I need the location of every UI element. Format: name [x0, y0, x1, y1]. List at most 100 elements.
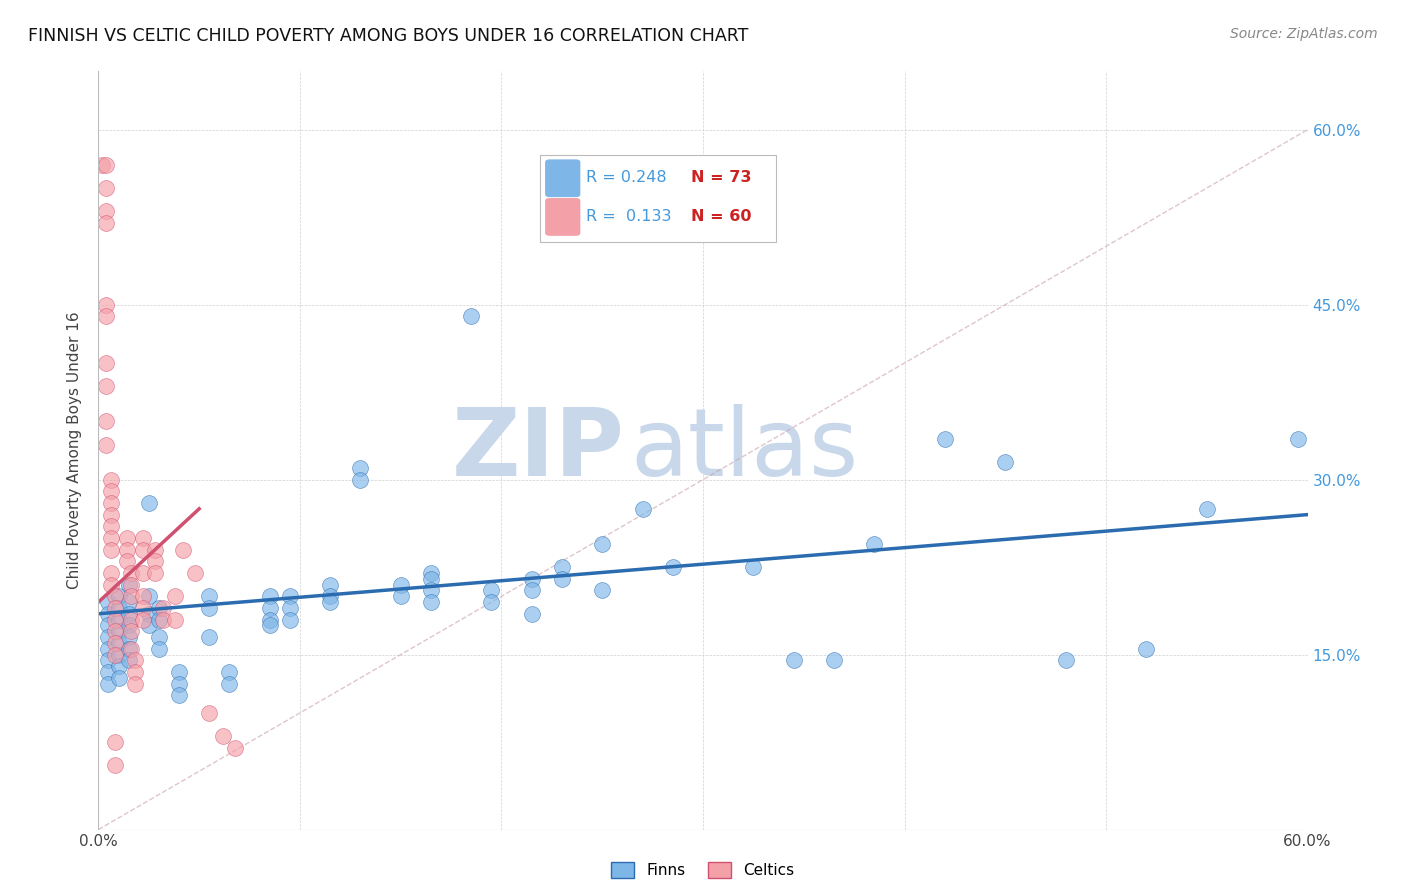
Point — [97, 641, 120, 656]
Point — [118, 607, 141, 621]
Point — [138, 618, 160, 632]
Point — [118, 653, 141, 667]
Point — [124, 665, 146, 679]
FancyBboxPatch shape — [546, 160, 579, 196]
Point — [103, 648, 125, 662]
Point — [319, 589, 342, 603]
Point — [631, 501, 654, 516]
Point — [103, 735, 125, 749]
Point — [97, 665, 120, 679]
Point — [278, 601, 301, 615]
Point — [934, 432, 956, 446]
Point — [319, 577, 342, 591]
Point — [198, 706, 221, 720]
Point — [107, 589, 129, 603]
Point — [460, 310, 482, 324]
Point — [389, 589, 412, 603]
Point — [97, 607, 120, 621]
Point — [349, 473, 371, 487]
Point — [120, 641, 142, 656]
Point — [97, 630, 120, 644]
Text: N = 73: N = 73 — [690, 170, 751, 185]
Point — [107, 659, 129, 673]
Point — [591, 583, 613, 598]
Point — [148, 601, 170, 615]
Point — [103, 613, 125, 627]
Point — [96, 298, 118, 312]
Point — [96, 356, 118, 370]
Point — [96, 414, 118, 428]
Point — [172, 542, 194, 557]
Point — [278, 589, 301, 603]
Point — [107, 648, 129, 662]
Point — [1054, 653, 1077, 667]
Point — [143, 554, 166, 568]
Point — [107, 671, 129, 685]
Point — [96, 204, 118, 219]
Point — [481, 583, 503, 598]
Point — [163, 589, 186, 603]
Point — [107, 636, 129, 650]
Point — [115, 531, 138, 545]
Point — [148, 630, 170, 644]
Point — [167, 677, 190, 691]
Point — [120, 566, 142, 580]
Point — [91, 158, 114, 172]
Point — [132, 542, 155, 557]
Point — [420, 595, 443, 609]
Point — [132, 589, 155, 603]
Legend: Finns, Celtics: Finns, Celtics — [607, 857, 799, 882]
Point — [167, 665, 190, 679]
Point — [184, 566, 207, 580]
Point — [132, 601, 155, 615]
Point — [823, 653, 845, 667]
Point — [100, 484, 122, 499]
Point — [100, 566, 122, 580]
Point — [742, 560, 765, 574]
Point — [100, 508, 122, 522]
Text: R =  0.133: R = 0.133 — [586, 210, 671, 225]
Text: N = 60: N = 60 — [690, 210, 751, 225]
Y-axis label: Child Poverty Among Boys Under 16: Child Poverty Among Boys Under 16 — [67, 311, 83, 590]
Text: FINNISH VS CELTIC CHILD POVERTY AMONG BOYS UNDER 16 CORRELATION CHART: FINNISH VS CELTIC CHILD POVERTY AMONG BO… — [28, 27, 748, 45]
Point — [96, 310, 118, 324]
Point — [212, 729, 235, 743]
Point — [152, 601, 174, 615]
Point — [118, 595, 141, 609]
Point — [107, 601, 129, 615]
Point — [138, 607, 160, 621]
Point — [96, 379, 118, 393]
Point — [143, 542, 166, 557]
Point — [148, 641, 170, 656]
Point — [389, 577, 412, 591]
Point — [1286, 432, 1309, 446]
Point — [97, 618, 120, 632]
Point — [103, 601, 125, 615]
Point — [152, 613, 174, 627]
Point — [661, 560, 683, 574]
Point — [118, 618, 141, 632]
Point — [96, 181, 118, 195]
Point — [863, 537, 886, 551]
Point — [103, 636, 125, 650]
Point — [783, 653, 806, 667]
FancyBboxPatch shape — [540, 155, 776, 242]
Point — [551, 572, 574, 586]
Point — [100, 531, 122, 545]
Point — [520, 572, 543, 586]
Point — [132, 531, 155, 545]
Point — [218, 677, 240, 691]
Point — [259, 613, 281, 627]
Point — [224, 740, 246, 755]
Point — [148, 613, 170, 627]
Text: ZIP: ZIP — [451, 404, 624, 497]
Point — [218, 665, 240, 679]
Point — [118, 641, 141, 656]
Point — [120, 624, 142, 639]
Point — [115, 554, 138, 568]
Point — [551, 560, 574, 574]
Point — [591, 537, 613, 551]
Point — [100, 542, 122, 557]
Point — [198, 589, 221, 603]
FancyBboxPatch shape — [546, 199, 579, 235]
